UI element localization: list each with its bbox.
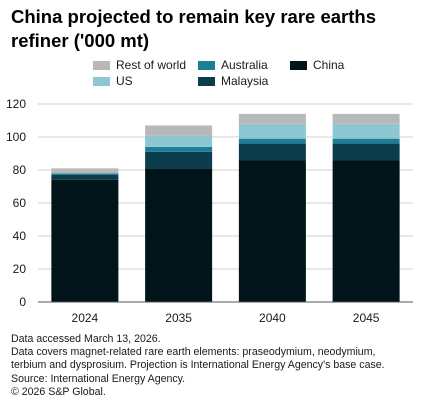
legend-swatch-us (93, 76, 110, 86)
legend-swatch-australia (198, 60, 215, 70)
legend-item-malaysia: Malaysia (198, 74, 268, 88)
bar-2035-rest-of-world (145, 125, 213, 136)
chart-notes: Data accessed March 13, 2026. Data cover… (11, 333, 421, 399)
bar-2035-china (145, 168, 213, 302)
bar-2040-us (238, 123, 306, 139)
chart-title-line-2: refiner ('000 mt) (11, 30, 150, 51)
x-tick-label-2035: 2035 (165, 311, 192, 325)
legend-item-china: China (290, 58, 344, 72)
bar-2045-malaysia (332, 143, 400, 161)
bar-2045-china (332, 160, 400, 302)
legend-item-rest-of-world: Rest of world (93, 58, 186, 72)
y-tick-label-80: 80 (13, 163, 27, 177)
x-tick-label-2040: 2040 (259, 311, 286, 325)
legend-item-australia: Australia (198, 58, 268, 72)
bar-2040-australia (238, 138, 306, 144)
legend-label-australia: Australia (221, 58, 268, 72)
note-data-accessed: Data accessed March 13, 2026. (11, 333, 161, 345)
note-data-coverage-2: terbium and dysprosium. Projection is In… (11, 359, 385, 372)
bar-2045-rest-of-world (332, 113, 400, 124)
y-tick-label-120: 120 (6, 97, 26, 111)
note-data-coverage-1: Data covers magnet-related rare earth el… (11, 346, 376, 359)
bar-2045-australia (332, 138, 400, 144)
legend-swatch-rest-of-world (93, 60, 110, 70)
y-tick-label-100: 100 (6, 130, 26, 144)
bar-2024-malaysia (51, 174, 119, 180)
note-copyright: © 2026 S&P Global. (11, 385, 106, 398)
chart-title-line-1: China projected to remain key rare earth… (11, 6, 376, 27)
bar-2040-malaysia (238, 143, 306, 161)
legend-label-malaysia: Malaysia (221, 74, 269, 88)
legend-label-rest-of-world: Rest of world (116, 58, 187, 72)
y-tick-label-20: 20 (13, 262, 27, 276)
note-source: Source: International Energy Agency. (11, 372, 186, 385)
legend-label-us: US (116, 74, 133, 88)
bar-2040-china (238, 160, 306, 302)
legend-swatch-malaysia (198, 76, 215, 86)
y-tick-label-60: 60 (13, 196, 27, 210)
bar-2024-rest-of-world (51, 168, 119, 174)
bar-2024-australia (51, 173, 119, 175)
y-tick-label-40: 40 (13, 229, 27, 243)
bar-2035-malaysia (145, 151, 213, 169)
bar-2040-rest-of-world (238, 113, 306, 124)
bar-2024-china (51, 179, 119, 302)
legend-swatch-china (290, 60, 307, 70)
bar-2035-australia (145, 146, 213, 152)
chart-legend: Rest of world Australia China US Malaysi… (0, 56, 425, 90)
bar-2035-us (145, 135, 213, 147)
bar-2045-us (332, 123, 400, 139)
legend-label-china: China (313, 58, 345, 72)
x-tick-label-2045: 2045 (353, 311, 380, 325)
legend-item-us: US (93, 74, 133, 88)
y-tick-label-0: 0 (19, 295, 26, 309)
x-tick-label-2024: 2024 (72, 311, 99, 325)
chart-title: China projected to remain key rare earth… (11, 5, 416, 53)
